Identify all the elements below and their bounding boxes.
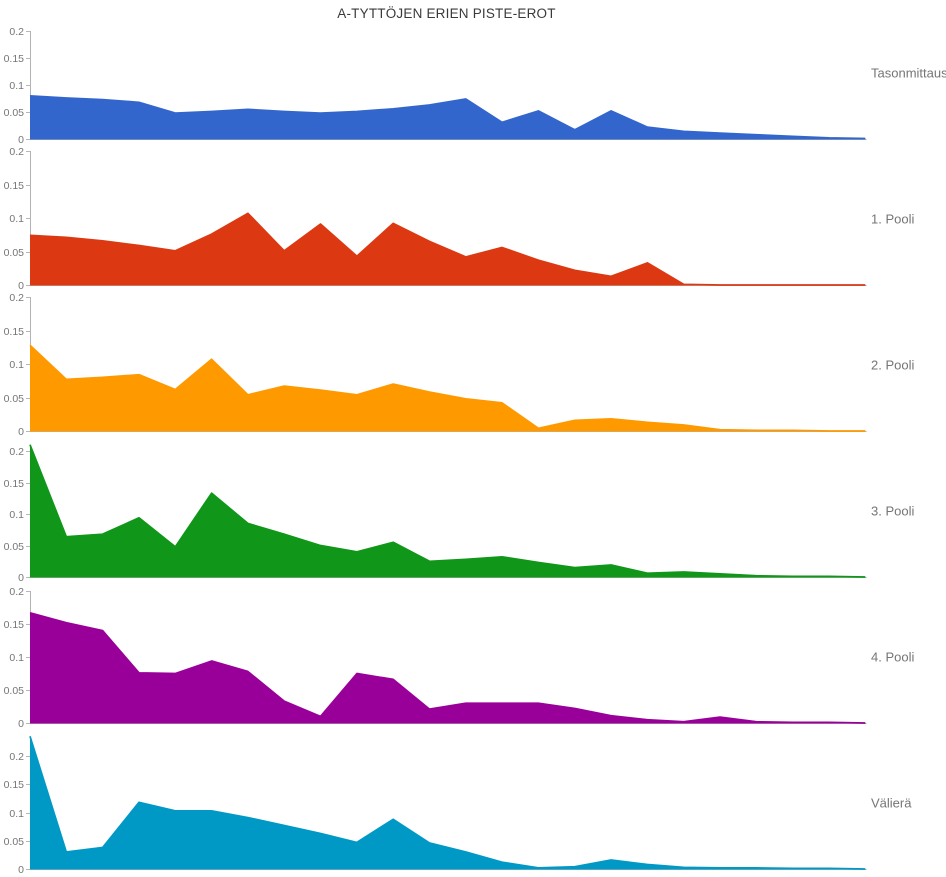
- y-tick-label: 0.1: [9, 509, 24, 521]
- y-tick-label: 0.2: [9, 586, 24, 598]
- series-label: 2. Pooli: [871, 358, 914, 373]
- y-tick-label: 0.2: [9, 146, 24, 158]
- series-label: 3. Pooli: [871, 504, 914, 519]
- area-outline: [29, 212, 866, 286]
- y-tick-label: 0.1: [9, 359, 24, 371]
- area-shape: [30, 444, 866, 578]
- y-tick-label: 0.2: [9, 292, 24, 304]
- y-tick-label: 0.05: [4, 685, 25, 697]
- y-tick-label: 0.05: [4, 107, 25, 119]
- area-shape: [30, 345, 866, 432]
- y-tick-label: 0: [18, 572, 24, 584]
- y-tick-label: 0.1: [9, 652, 24, 664]
- y-tick-label: 0.1: [9, 808, 24, 820]
- series-label: Tasonmittaus: [871, 66, 946, 81]
- series-label: Välierä: [871, 796, 912, 811]
- panel-2-pooli: 0 0.05 0.1 0.15 0.2 2. Pooli: [4, 292, 915, 438]
- y-tick-label: 0.05: [4, 247, 25, 259]
- area-outline: [29, 735, 866, 870]
- area-outline: [29, 344, 866, 432]
- y-tick-label: 0.2: [9, 26, 24, 38]
- y-tick-label: 0.05: [4, 541, 25, 553]
- y-tick-label: 0: [18, 718, 24, 730]
- y-tick-label: 0.15: [4, 619, 25, 631]
- area-shape: [30, 612, 866, 724]
- area-outline: [29, 444, 866, 578]
- y-tick-label: 0: [18, 280, 24, 292]
- panel-4-pooli: 0 0.05 0.1 0.15 0.2 4. Pooli: [4, 586, 915, 730]
- y-tick-label: 0.05: [4, 393, 25, 405]
- y-tick-label: 0.15: [4, 180, 25, 192]
- series-label: 4. Pooli: [871, 650, 914, 665]
- y-tick-label: 0.15: [4, 326, 25, 338]
- panel-1-pooli: 0 0.05 0.1 0.15 0.2 1. Pooli: [4, 146, 915, 292]
- y-tick-label: 0: [18, 864, 24, 876]
- panel-välierä: 0 0.05 0.1 0.15 0.2 Välierä: [4, 735, 912, 876]
- y-tick-label: 0.2: [9, 751, 24, 763]
- y-tick-label: 0.2: [9, 446, 24, 458]
- area-outline: [29, 611, 866, 724]
- series-label: 1. Pooli: [871, 212, 914, 227]
- y-tick-label: 0.15: [4, 53, 25, 65]
- area-outline: [29, 94, 866, 140]
- area-shape: [30, 736, 866, 870]
- chart-title: A-TYTTÖJEN ERIEN PISTE-EROT: [337, 6, 556, 21]
- panel-3-pooli: 0 0.05 0.1 0.15 0.2 3. Pooli: [4, 444, 914, 584]
- y-tick-label: 0.1: [9, 213, 24, 225]
- y-tick-label: 0.1: [9, 80, 24, 92]
- y-tick-label: 0: [18, 426, 24, 438]
- y-tick-label: 0.15: [4, 779, 25, 791]
- y-tick-label: 0.05: [4, 836, 25, 848]
- panel-tasonmittaus: 0 0.05 0.1 0.15 0.2 Tasonmittaus: [4, 26, 946, 146]
- y-tick-label: 0.15: [4, 478, 25, 490]
- y-tick-label: 0: [18, 134, 24, 146]
